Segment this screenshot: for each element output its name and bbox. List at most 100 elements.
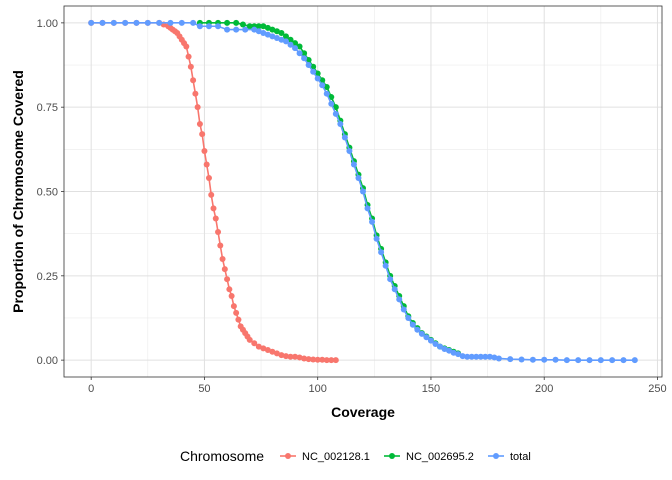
data-point <box>364 205 371 212</box>
data-point <box>224 26 231 33</box>
legend-item: total <box>488 451 531 463</box>
legend-items: NC_002128.1 NC_002695.2 total <box>280 451 531 463</box>
data-point <box>246 23 253 30</box>
data-point <box>575 357 582 364</box>
data-point <box>529 356 536 363</box>
data-point <box>264 31 271 38</box>
data-point <box>264 24 271 31</box>
data-point <box>215 23 222 30</box>
legend-title: Chromosome <box>180 448 264 464</box>
data-point <box>224 19 231 26</box>
data-point <box>441 346 448 353</box>
axis-layer: 0 50 100 150 200 250 0.00 0.25 0.50 0.75 1.00 <box>37 18 667 395</box>
y-tick-label: 0.75 <box>37 102 58 114</box>
data-point <box>133 19 140 26</box>
legend: Chromosome NC_002128.1 NC_002695.2 total <box>180 448 531 464</box>
data-point <box>224 276 231 283</box>
data-point <box>278 36 285 43</box>
data-point <box>552 356 559 363</box>
data-point <box>203 161 210 168</box>
y-axis-title: Proportion of Chromosome Covered <box>10 70 26 313</box>
data-point <box>609 357 616 364</box>
data-point <box>305 356 312 363</box>
data-point <box>301 55 308 62</box>
y-tick-label: 0.25 <box>37 271 58 283</box>
data-point <box>255 28 262 35</box>
data-point <box>350 161 357 168</box>
data-point <box>287 41 294 48</box>
data-point <box>187 63 194 70</box>
data-point <box>437 343 444 350</box>
data-point <box>391 286 398 293</box>
data-point <box>507 356 514 363</box>
y-tick-label: 0.50 <box>37 187 58 199</box>
x-tick-label: 50 <box>198 383 210 395</box>
x-tick-label: 0 <box>88 383 94 395</box>
legend-label: NC_002128.1 <box>302 451 370 463</box>
data-point <box>110 19 117 26</box>
data-point <box>455 351 462 358</box>
data-point <box>319 356 326 363</box>
data-point <box>427 337 434 344</box>
legend-key-point <box>493 453 499 459</box>
data-point <box>296 354 303 361</box>
data-point <box>210 205 217 212</box>
x-axis-title: Coverage <box>331 404 395 420</box>
data-point <box>226 286 233 293</box>
data-point <box>235 316 242 323</box>
data-point <box>464 353 471 360</box>
data-point <box>387 276 394 283</box>
data-point <box>221 266 228 273</box>
data-point <box>282 353 289 360</box>
data-point <box>418 330 425 337</box>
data-point <box>190 19 197 26</box>
data-point <box>215 228 222 235</box>
data-point <box>196 23 203 30</box>
data-point <box>310 68 317 75</box>
data-point <box>269 33 276 40</box>
data-point <box>423 334 430 341</box>
series-layer <box>88 19 638 364</box>
data-point <box>305 62 312 69</box>
data-point <box>414 326 421 333</box>
data-point <box>597 357 604 364</box>
data-point <box>260 29 267 36</box>
data-point <box>190 77 197 84</box>
data-point <box>409 321 416 328</box>
data-point <box>319 82 326 89</box>
data-point <box>178 19 185 26</box>
data-point <box>88 19 95 26</box>
series-total <box>88 19 638 364</box>
data-point <box>323 83 330 90</box>
data-point <box>491 354 498 361</box>
data-point <box>287 36 294 43</box>
data-point <box>219 255 226 262</box>
data-point <box>122 19 129 26</box>
y-tick-label: 0.00 <box>37 355 58 367</box>
series-line <box>199 22 459 355</box>
data-point <box>99 19 106 26</box>
data-point <box>468 353 475 360</box>
data-point <box>332 110 339 117</box>
data-point <box>228 293 235 300</box>
data-point <box>278 352 285 359</box>
data-point <box>586 357 593 364</box>
data-point <box>355 175 362 182</box>
data-point <box>205 175 212 182</box>
x-tick-label: 100 <box>309 383 327 395</box>
data-point <box>251 26 258 33</box>
data-point <box>239 21 246 28</box>
data-point <box>217 242 224 249</box>
data-point <box>273 35 280 42</box>
data-point <box>301 50 308 57</box>
data-point <box>310 356 317 363</box>
data-point <box>183 43 190 50</box>
data-point <box>212 215 219 222</box>
data-point <box>301 355 308 362</box>
data-point <box>450 349 457 356</box>
data-point <box>273 350 280 357</box>
data-point <box>323 357 330 364</box>
data-point <box>405 314 412 321</box>
data-point <box>269 26 276 33</box>
data-point <box>255 343 262 350</box>
